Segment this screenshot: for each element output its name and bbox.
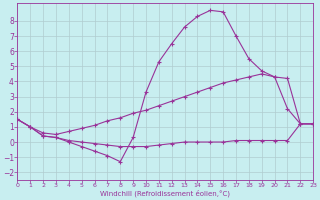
X-axis label: Windchill (Refroidissement éolien,°C): Windchill (Refroidissement éolien,°C): [100, 190, 230, 197]
